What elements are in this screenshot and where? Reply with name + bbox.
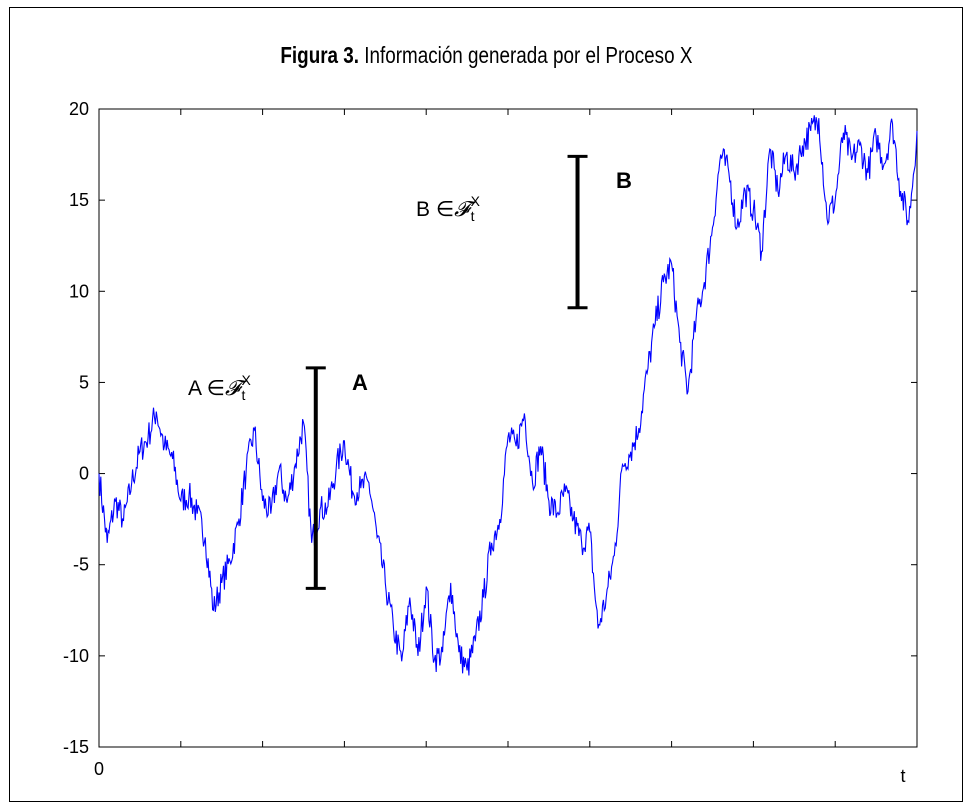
y-tick-label: 15 bbox=[69, 190, 89, 210]
y-tick-label: 10 bbox=[69, 281, 89, 301]
y-tick-label: -5 bbox=[73, 555, 89, 575]
filtration-superscript-a: X bbox=[241, 372, 251, 388]
series-line bbox=[98, 115, 918, 676]
label-a: A bbox=[352, 370, 368, 395]
filtration-subscript-a: t bbox=[241, 387, 245, 403]
set-membership-b: B ∈ bbox=[416, 198, 454, 221]
plot-area-border bbox=[98, 108, 918, 748]
y-tick-label: -15 bbox=[63, 737, 89, 757]
axes-box bbox=[98, 108, 918, 748]
filtration-superscript-b: X bbox=[471, 193, 481, 209]
x-axis-label: t bbox=[900, 766, 905, 786]
set-membership-a: A ∈ bbox=[188, 377, 225, 400]
y-axis: 20 15 10 5 0 -5 -10 -15 bbox=[63, 99, 917, 757]
chart-title-bold: Figura 3. bbox=[280, 42, 360, 68]
x-tick-label: 0 bbox=[94, 759, 104, 779]
series-layer bbox=[98, 115, 918, 676]
filtration-subscript-b: t bbox=[471, 208, 475, 224]
chart-title: Figura 3. Información generada por el Pr… bbox=[87, 42, 885, 69]
y-tick-label: 0 bbox=[79, 464, 89, 484]
y-tick-label: 5 bbox=[79, 372, 89, 392]
y-tick-label: -10 bbox=[63, 646, 89, 666]
y-tick-label: 20 bbox=[69, 99, 89, 119]
chart-title-text: Información generada por el Proceso X bbox=[359, 42, 693, 68]
label-b: B bbox=[616, 168, 632, 193]
